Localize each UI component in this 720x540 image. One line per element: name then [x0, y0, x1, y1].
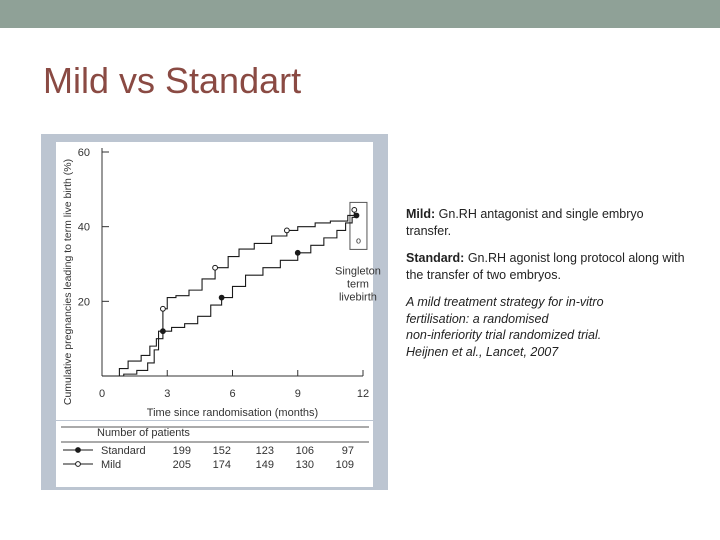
table-cell: 97	[342, 445, 354, 457]
survival-chart-figure: 20 40 60 0 3 6 9 12 Time since randomisation (mo…	[41, 134, 388, 490]
reference-line: non-inferiority trial randomized trial.	[406, 328, 602, 342]
x-tick-label: 9	[295, 388, 301, 400]
legend-marker-standard	[75, 447, 81, 453]
y-tick-label: 40	[78, 222, 90, 234]
labels: 20 40 60 0 3 6 9 12 Time since randomisation (mo…	[62, 147, 381, 419]
series-marker-mild	[160, 305, 166, 312]
series-marker-mild	[351, 206, 358, 213]
table-cell: 199	[173, 445, 191, 457]
patient-table-background	[56, 421, 373, 487]
caption: Mild: Gn.RH antagonist and single embryo…	[406, 206, 686, 371]
table-row-name: Standard	[101, 445, 146, 457]
table-header: Number of patients	[97, 427, 190, 439]
table-cell: 205	[173, 459, 191, 471]
slide-title: Mild vs Standart	[43, 60, 302, 101]
series-marker-mild	[283, 227, 290, 234]
series-marker-standard	[218, 294, 225, 301]
table-cell: 174	[213, 459, 231, 471]
reference: A mild treatment strategy for in-vitro f…	[406, 294, 686, 360]
standard-label: Standard:	[406, 251, 465, 265]
axes	[101, 148, 368, 377]
annotation-line: livebirth	[339, 291, 377, 303]
singleton-box	[349, 201, 368, 250]
mild-label: Mild:	[406, 207, 436, 221]
mild-description: Mild: Gn.RH antagonist and single embryo…	[406, 206, 686, 239]
x-tick-label: 3	[164, 388, 170, 400]
table-cell: 109	[336, 459, 354, 471]
series-line-mild	[102, 209, 355, 377]
annotation-line: Singleton	[335, 265, 381, 277]
patient-table: Number of patients Standard 199 152 123 106 97…	[61, 426, 369, 471]
plot-background	[56, 142, 373, 420]
top-accent-bar	[0, 0, 720, 28]
table-cell: 123	[256, 445, 274, 457]
x-axis-label: Time since randomisation (months)	[147, 407, 318, 419]
reference-line: Heijnen et al., Lancet, 2007	[406, 344, 559, 359]
table-cell: 149	[256, 459, 274, 471]
reference-line: fertilisation: a randomised	[406, 311, 549, 326]
series-marker-mild	[212, 264, 219, 271]
cumulative-livebirth-chart: 20 40 60 0 3 6 9 12 Time since randomisation (mo…	[56, 142, 381, 487]
y-tick-label: 20	[78, 296, 90, 308]
table-cell: 152	[213, 445, 231, 457]
y-tick-label: 60	[78, 147, 90, 159]
x-tick-label: 0	[99, 388, 105, 400]
y-axis-label: Cumulative pregnancies leading to term l…	[62, 159, 74, 405]
series-marker-standard	[160, 328, 166, 335]
table-cell: 106	[296, 445, 314, 457]
x-tick-label: 12	[357, 388, 369, 400]
mild-text: Gn.RH antagonist and single embryo trans…	[406, 207, 644, 238]
table-row-name: Mild	[101, 459, 121, 471]
annotation-line: term	[347, 278, 369, 290]
table-cell: 130	[296, 459, 314, 471]
series-layer	[102, 206, 360, 377]
legend-marker-mild	[75, 461, 81, 467]
standard-description: Standard: Gn.RH agonist long protocol al…	[406, 250, 686, 283]
x-tick-label: 6	[229, 388, 235, 400]
standard-text: Gn.RH agonist long protocol along with t…	[406, 251, 685, 282]
box-marker-label: o	[356, 235, 361, 245]
series-marker-standard	[294, 249, 301, 256]
series-marker-standard	[353, 212, 360, 219]
reference-line: A mild treatment strategy for in-vitro	[406, 295, 604, 309]
